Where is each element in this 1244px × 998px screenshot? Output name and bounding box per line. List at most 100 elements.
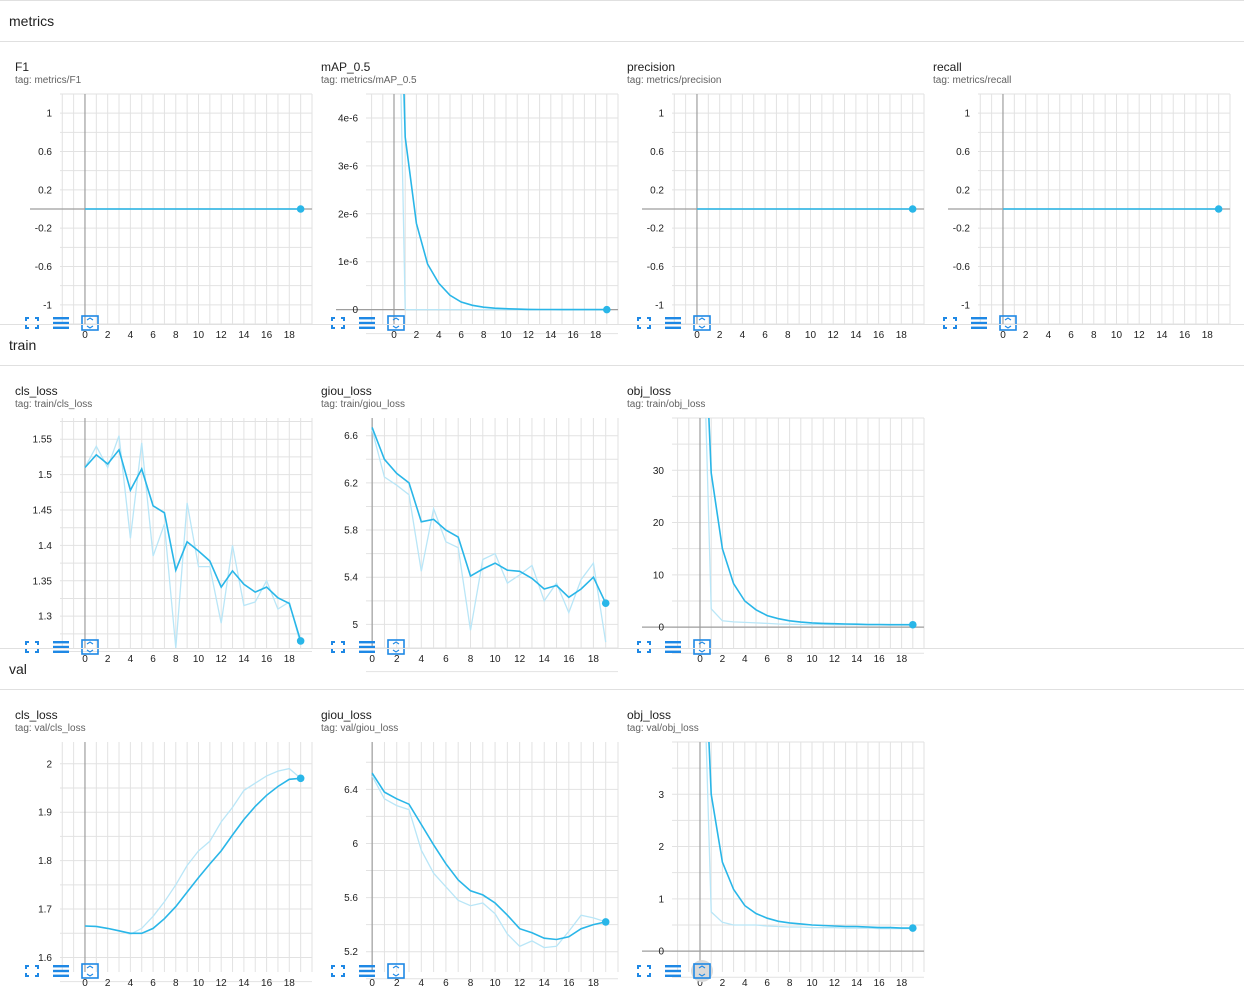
chart-title: precision (627, 60, 676, 74)
x-tick-label: 0 (82, 330, 88, 341)
x-tick-label: 14 (539, 654, 551, 665)
x-tick-label: 10 (805, 330, 817, 341)
log-scale-button[interactable] (662, 312, 684, 334)
y-tick-label: -1 (43, 300, 52, 311)
fit-domain-button[interactable] (997, 312, 1019, 334)
fullscreen-button[interactable] (21, 960, 43, 982)
log-scale-button[interactable] (662, 636, 684, 658)
line-chart[interactable]: 0 2 4 6 8 10 12 14 16 18 6.6 6.2 5.8 5.4 5 (321, 412, 621, 674)
fit-domain-button[interactable] (691, 636, 713, 658)
group-title[interactable]: train (9, 337, 37, 353)
last-value-point[interactable] (1214, 205, 1223, 213)
fullscreen-icon (637, 965, 651, 977)
line-chart[interactable]: 0 2 4 6 8 10 12 14 16 18 1 0.6 0.2 -0.2 -0.6 -1 (933, 88, 1233, 350)
smoothed-series-line (708, 418, 913, 626)
chart-actions (21, 960, 108, 982)
fit-domain-button[interactable] (79, 960, 101, 982)
x-tick-label: 18 (1202, 330, 1214, 341)
line-chart[interactable]: 0 2 4 6 8 10 12 14 16 18 30 20 10 0 (627, 412, 927, 674)
y-tick-label: 4e-6 (338, 113, 358, 124)
y-tick-label: 0.2 (650, 185, 664, 196)
y-tick-label: 6.6 (344, 431, 358, 442)
log-scale-button[interactable] (50, 312, 72, 334)
last-value-point[interactable] (296, 205, 305, 213)
last-value-point[interactable] (296, 774, 305, 783)
group-top-divider (0, 0, 1244, 1)
chart-tag: tag: val/giou_loss (321, 723, 399, 734)
fit-domain-button[interactable] (385, 960, 407, 982)
line-chart[interactable]: 0 2 4 6 8 10 12 14 16 18 4e-6 3e-6 2e-6 1e-6 0 (321, 88, 621, 350)
last-value-point[interactable] (909, 620, 917, 629)
fullscreen-button[interactable] (21, 636, 43, 658)
fit-domain-button[interactable] (79, 312, 101, 334)
y-tick-label: 3e-6 (338, 161, 358, 172)
x-tick-label: 18 (896, 654, 908, 665)
log-scale-button[interactable] (50, 960, 72, 982)
scalar-chart-card: cls_loss tag: train/cls_loss 0 2 4 6 8 10 12 14 16… (15, 384, 315, 665)
x-tick-label: 2 (105, 330, 111, 341)
line-chart[interactable]: 0 2 4 6 8 10 12 14 16 18 1.55 1.5 1.45 1.4 1.35 1.3 (15, 412, 315, 674)
x-tick-label: 12 (216, 978, 228, 989)
group-header-divider (0, 689, 1244, 690)
fullscreen-button[interactable] (633, 960, 655, 982)
line-chart[interactable]: 0 2 4 6 8 10 12 14 16 18 1 0.6 0.2 -0.2 -0.6 -1 (627, 88, 927, 350)
y-tick-label: -0.6 (35, 262, 53, 273)
fullscreen-button[interactable] (327, 312, 349, 334)
log-scale-button[interactable] (356, 960, 378, 982)
y-tick-label: 20 (653, 518, 665, 529)
y-tick-label: 2 (658, 842, 664, 853)
log-scale-button[interactable] (356, 636, 378, 658)
y-tick-label: 0.6 (956, 147, 970, 158)
x-tick-label: 12 (829, 654, 841, 665)
last-value-point[interactable] (603, 305, 611, 314)
fullscreen-button[interactable] (327, 960, 349, 982)
x-tick-label: 0 (1000, 330, 1006, 341)
last-value-point[interactable] (601, 599, 610, 607)
x-tick-label: 6 (762, 330, 768, 341)
chart-title: cls_loss (15, 384, 58, 398)
fullscreen-button[interactable] (327, 636, 349, 658)
group-title[interactable]: metrics (9, 13, 55, 29)
fit-domain-icon (387, 315, 405, 331)
line-chart[interactable]: 0 2 4 6 8 10 12 14 16 186.465.65.2 (321, 736, 621, 998)
x-tick-label: 6 (764, 654, 770, 665)
fullscreen-button[interactable] (21, 312, 43, 334)
log-scale-icon (665, 641, 681, 653)
fit-domain-icon (693, 963, 711, 979)
fullscreen-button[interactable] (633, 312, 655, 334)
x-tick-label: 4 (1046, 330, 1052, 341)
fit-domain-button[interactable] (691, 312, 713, 334)
log-scale-button[interactable] (50, 636, 72, 658)
chart-title: obj_loss (627, 384, 672, 398)
fit-domain-button[interactable] (385, 312, 407, 334)
x-tick-label: 14 (851, 654, 863, 665)
y-tick-label: 1.3 (38, 612, 52, 623)
x-tick-label: 16 (563, 978, 575, 989)
log-scale-button[interactable] (968, 312, 990, 334)
y-tick-label: 1e-6 (338, 257, 358, 268)
log-scale-button[interactable] (356, 312, 378, 334)
x-tick-label: 6 (1068, 330, 1074, 341)
fullscreen-button[interactable] (939, 312, 961, 334)
x-tick-label: 16 (874, 978, 886, 989)
log-scale-icon (359, 317, 375, 329)
last-value-point[interactable] (908, 205, 917, 213)
y-tick-label: 3 (658, 790, 664, 801)
x-tick-label: 4 (436, 330, 442, 341)
line-chart[interactable]: 0 2 4 6 8 10 12 14 16 18 1 0.6 0.2 -0.2 -0.6 -1 (15, 88, 315, 350)
chart-tag: tag: metrics/recall (933, 75, 1012, 86)
x-tick-label: 14 (850, 330, 862, 341)
fit-domain-button[interactable] (385, 636, 407, 658)
group-title[interactable]: val (9, 661, 27, 677)
log-scale-button[interactable] (662, 960, 684, 982)
last-value-point[interactable] (601, 918, 610, 926)
last-value-point[interactable] (296, 637, 305, 645)
last-value-point[interactable] (909, 924, 917, 932)
fit-domain-button[interactable] (691, 960, 713, 982)
fullscreen-button[interactable] (633, 636, 655, 658)
raw-series-line (400, 94, 607, 311)
fit-domain-button[interactable] (79, 636, 101, 658)
x-tick-label: 10 (806, 654, 818, 665)
